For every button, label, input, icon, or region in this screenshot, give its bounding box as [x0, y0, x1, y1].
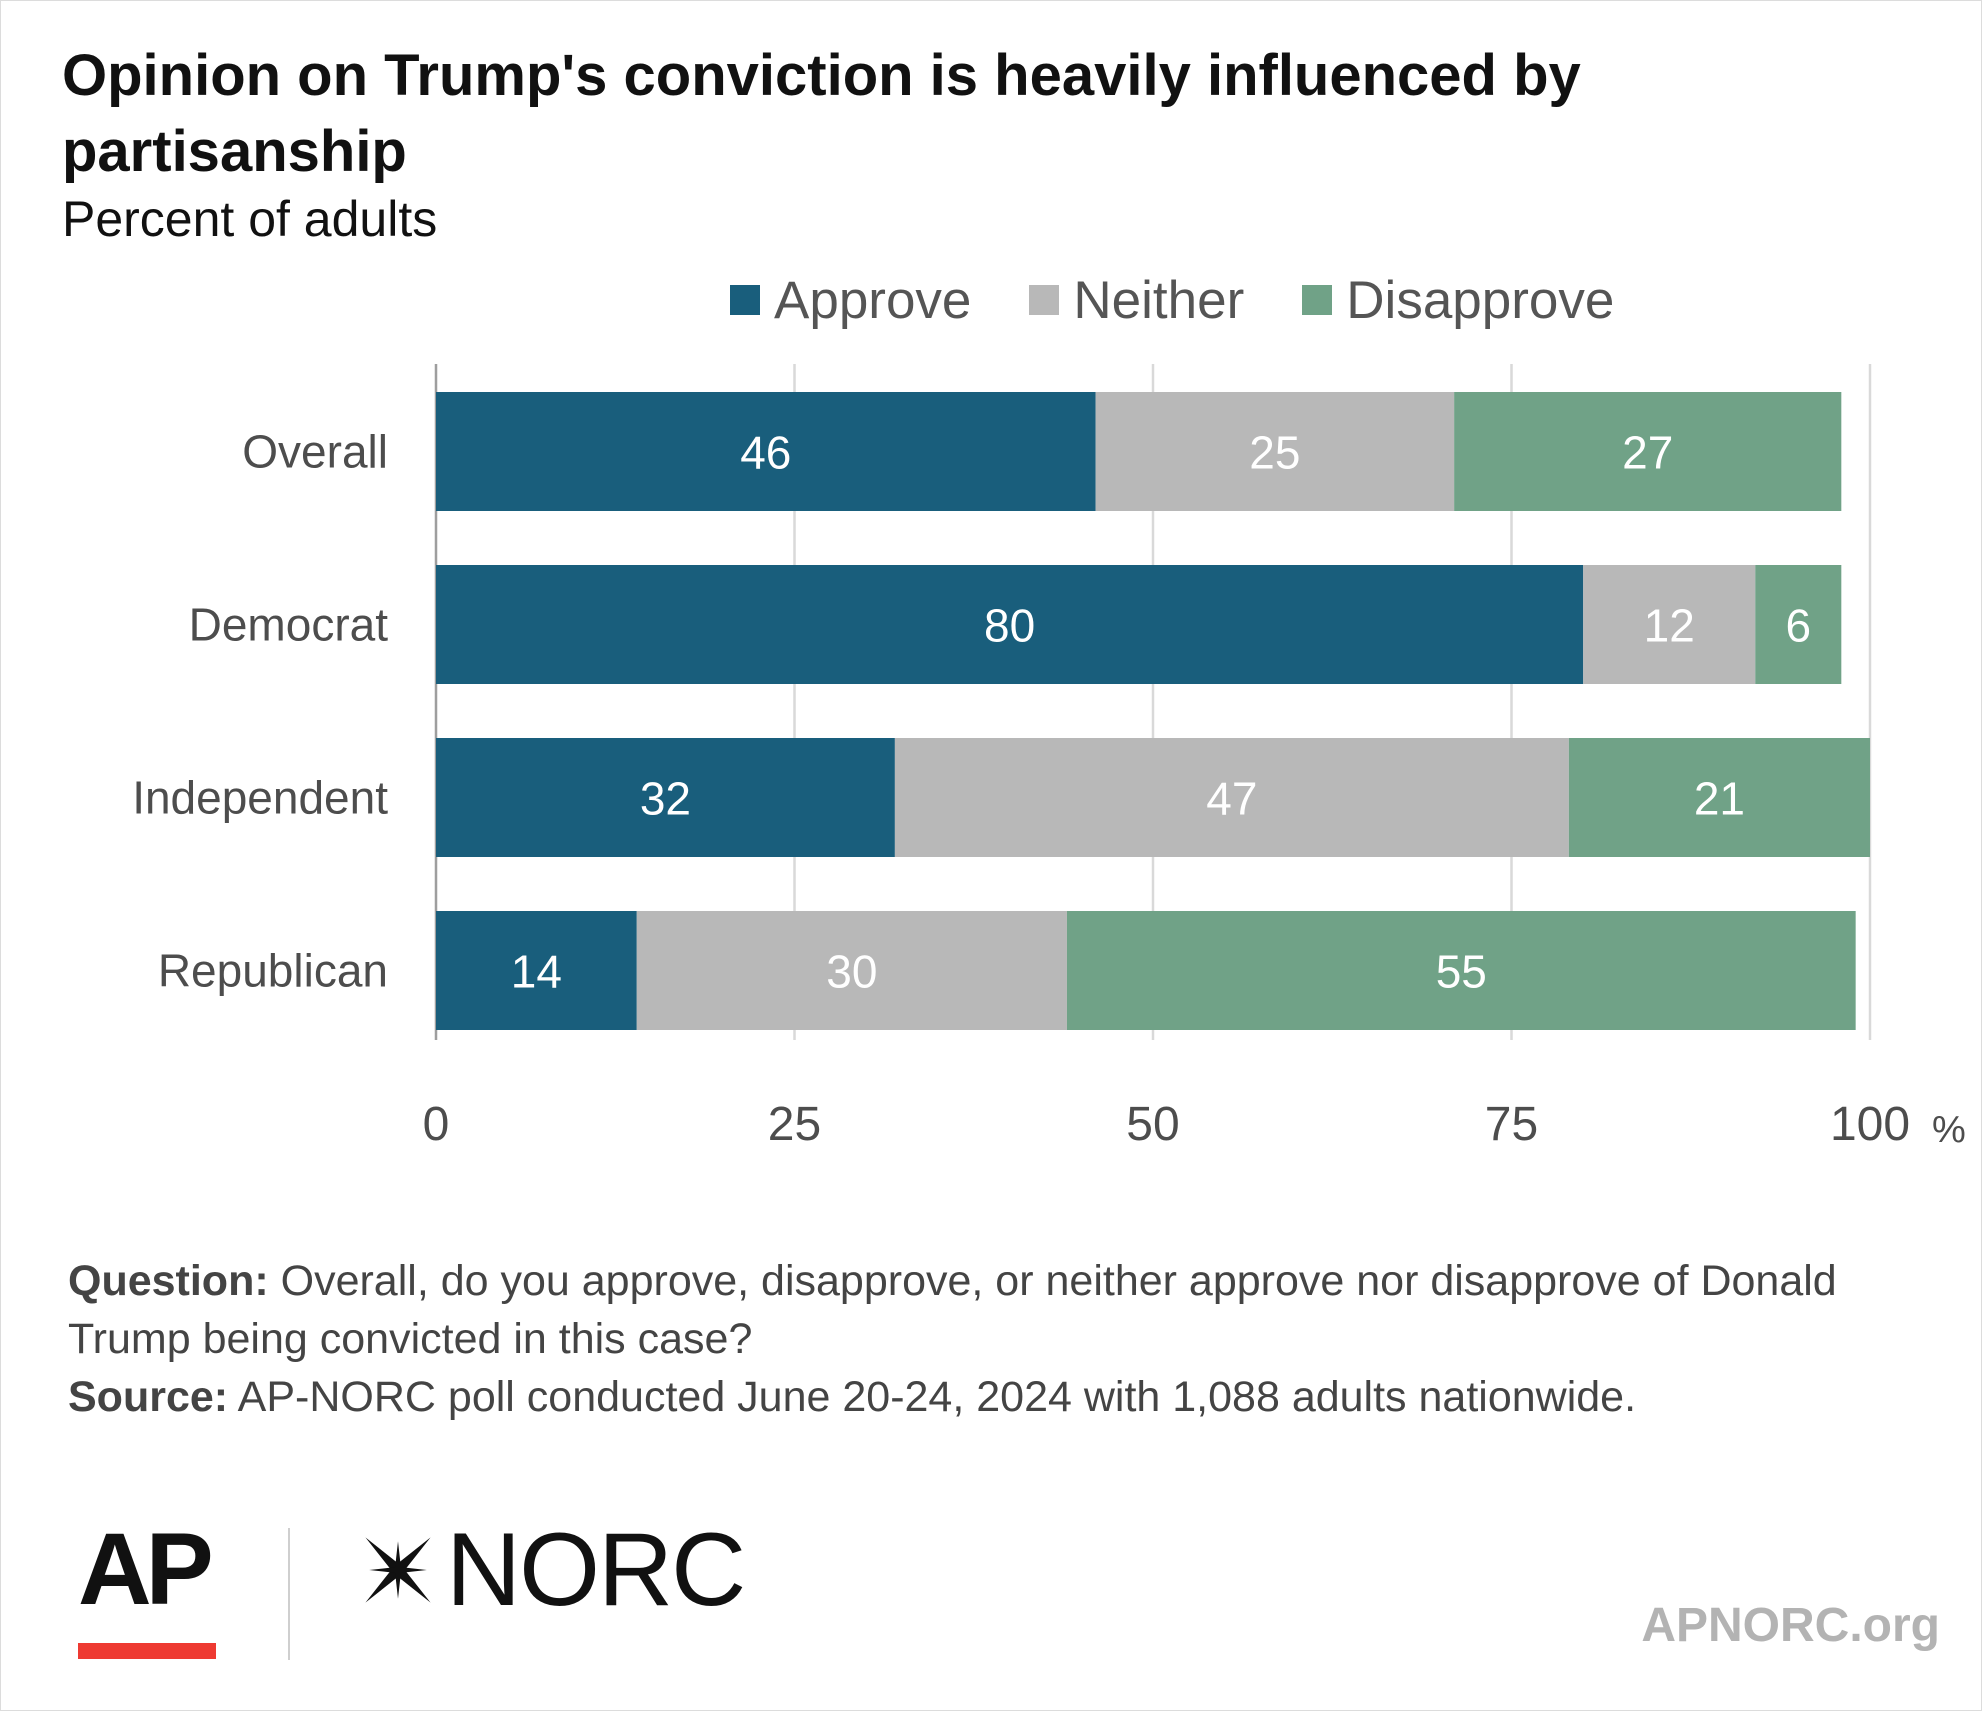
category-label: Republican — [158, 945, 388, 997]
x-tick-label: 25 — [768, 1098, 821, 1151]
bar-neither — [894, 738, 1569, 857]
x-tick-label: 100 — [1830, 1098, 1910, 1151]
ap-logo: AP — [78, 1512, 214, 1626]
ap-logo-underline — [78, 1643, 216, 1659]
x-tick-label: 0 — [423, 1098, 450, 1151]
bar-approve — [436, 565, 1584, 684]
category-label: Democrat — [189, 599, 389, 651]
bar-value-label: 80 — [984, 600, 1035, 652]
legend-item-approve: Approve — [730, 270, 971, 331]
source-lead: Source: — [68, 1373, 229, 1421]
x-tick-label: 50 — [1126, 1098, 1179, 1151]
bar-disapprove — [1755, 565, 1842, 684]
category-label: Independent — [132, 772, 388, 824]
legend-swatch-neither — [1029, 285, 1060, 315]
legend-label-disapprove: Disapprove — [1346, 270, 1615, 330]
legend: Approve Neither Disapprove — [730, 268, 1614, 332]
chart-notes: Question: Overall, do you approve, disap… — [68, 1252, 1918, 1426]
source-text: AP-NORC poll conducted June 20-24, 2024 … — [228, 1373, 1637, 1421]
bar-approve — [436, 392, 1096, 511]
question-text: Overall, do you approve, disapprove, or … — [68, 1257, 1837, 1363]
bar-value-label: 30 — [826, 946, 877, 998]
bar-approve — [436, 911, 637, 1030]
bar-disapprove — [1454, 392, 1842, 511]
norc-logo: NORC — [350, 1512, 746, 1628]
norc-star-icon — [365, 1537, 431, 1603]
question-lead: Question: — [68, 1257, 269, 1305]
question-note: Question: Overall, do you approve, disap… — [68, 1252, 1918, 1368]
source-note: Source: AP-NORC poll conducted June 20-2… — [68, 1368, 1918, 1426]
bar-value-label: 47 — [1206, 773, 1257, 825]
category-label: Overall — [242, 426, 388, 478]
bar-value-label: 21 — [1694, 773, 1745, 825]
bar-disapprove — [1568, 738, 1870, 857]
bar-value-label: 27 — [1622, 427, 1673, 479]
legend-swatch-disapprove — [1302, 285, 1333, 315]
bar-disapprove — [1066, 911, 1856, 1030]
bar-value-label: 32 — [640, 773, 691, 825]
bar-value-label: 6 — [1786, 600, 1812, 652]
norc-wordmark: NORC — [446, 1512, 746, 1628]
bar-neither — [1583, 565, 1756, 684]
bar-value-label: 55 — [1436, 946, 1487, 998]
bar-neither — [1095, 392, 1455, 511]
bar-neither — [636, 911, 1067, 1030]
bar-value-label: 25 — [1249, 427, 1300, 479]
site-url: APNORC.org — [1641, 1599, 1940, 1652]
bar-value-label: 14 — [511, 946, 562, 998]
chart-title: Opinion on Trump's conviction is heavily… — [62, 43, 1581, 184]
x-tick-label: 75 — [1485, 1098, 1538, 1151]
legend-label-neither: Neither — [1073, 270, 1245, 330]
logo-divider — [288, 1528, 290, 1660]
legend-item-disapprove: Disapprove — [1302, 270, 1614, 331]
legend-item-neither: Neither — [1029, 270, 1244, 331]
chart-subtitle: Percent of adults — [62, 191, 438, 247]
bar-approve — [436, 738, 895, 857]
bar-value-label: 46 — [740, 427, 791, 479]
x-unit-label: % — [1932, 1109, 1966, 1151]
bar-value-label: 12 — [1644, 600, 1695, 652]
stacked-bar-chart: Overall 46 25 27 Democrat 80 12 6 Independent 32 4… — [132, 364, 1966, 1151]
legend-label-approve: Approve — [774, 270, 972, 330]
legend-swatch-approve — [730, 285, 760, 315]
